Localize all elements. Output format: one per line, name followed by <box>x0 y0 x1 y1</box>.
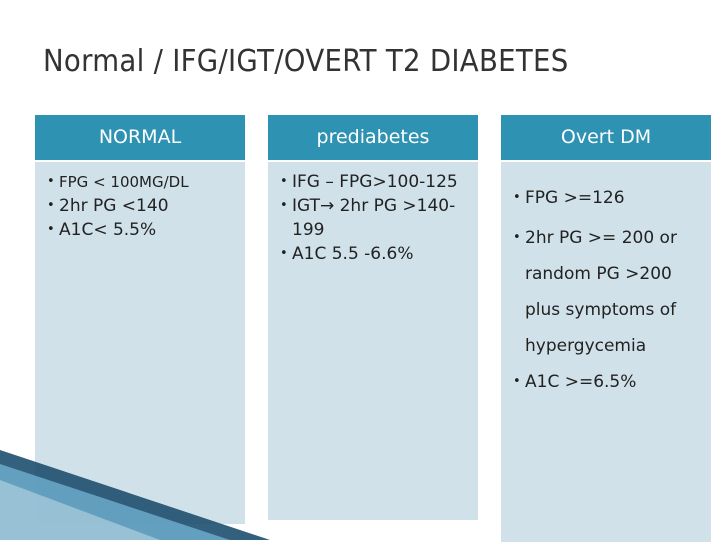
bullet-icon: • <box>280 246 288 261</box>
column-prediabetes: prediabetes • IFG – FPG>100-125 • IGT→ 2hr… <box>268 115 478 520</box>
column-body-normal: • FPG < 100MG/DL • 2hr PG <140 • A1C< 5.5% <box>35 162 245 524</box>
bullet-icon: • <box>513 230 521 245</box>
list-item: • A1C 5.5 -6.6% <box>280 244 414 264</box>
list-item: • A1C< 5.5% <box>47 220 157 240</box>
bullet-icon: • <box>513 374 521 389</box>
corner-swoosh-decoration <box>0 450 270 540</box>
bullet-icon: • <box>280 174 288 189</box>
bullet-icon: • <box>280 198 288 213</box>
list-item: • A1C >=6.5% <box>507 364 707 400</box>
column-header-normal: NORMAL <box>35 115 245 160</box>
column-header-overt-dm: Overt DM <box>501 115 711 160</box>
bullet-icon: • <box>513 190 521 205</box>
bullet-icon: • <box>47 174 55 189</box>
bullet-list-normal: • FPG < 100MG/DL • 2hr PG <140 • A1C< 5.5% <box>35 170 245 242</box>
list-item: • 2hr PG >= 200 or random PG >200 plus sy… <box>507 220 707 364</box>
list-item: • IFG – FPG>100-125 <box>280 172 458 192</box>
slide-title: Normal / IFG/IGT/OVERT T2 DIABETES <box>43 44 569 79</box>
list-item: • FPG >=126 <box>507 180 707 216</box>
list-item: • 2hr PG <140 <box>47 196 169 216</box>
bullet-icon: • <box>47 198 55 213</box>
column-overt-dm: Overt DM • FPG >=126 • 2hr PG >= 200 or ra… <box>501 115 711 542</box>
column-body-overt-dm: • FPG >=126 • 2hr PG >= 200 or random PG >… <box>501 162 711 542</box>
bullet-icon: • <box>47 222 55 237</box>
bullet-list-prediabetes: • IFG – FPG>100-125 • IGT→ 2hr PG >140-199… <box>268 170 478 266</box>
column-header-prediabetes: prediabetes <box>268 115 478 160</box>
list-item: • FPG < 100MG/DL <box>41 170 245 194</box>
column-body-prediabetes: • IFG – FPG>100-125 • IGT→ 2hr PG >140-199… <box>268 162 478 520</box>
column-normal: NORMAL • FPG < 100MG/DL • 2hr PG <140 • A1C… <box>35 115 245 524</box>
list-item: • IGT→ 2hr PG >140-199 <box>280 196 456 240</box>
bullet-list-overt-dm: • FPG >=126 • 2hr PG >= 200 or random PG >… <box>501 180 711 400</box>
